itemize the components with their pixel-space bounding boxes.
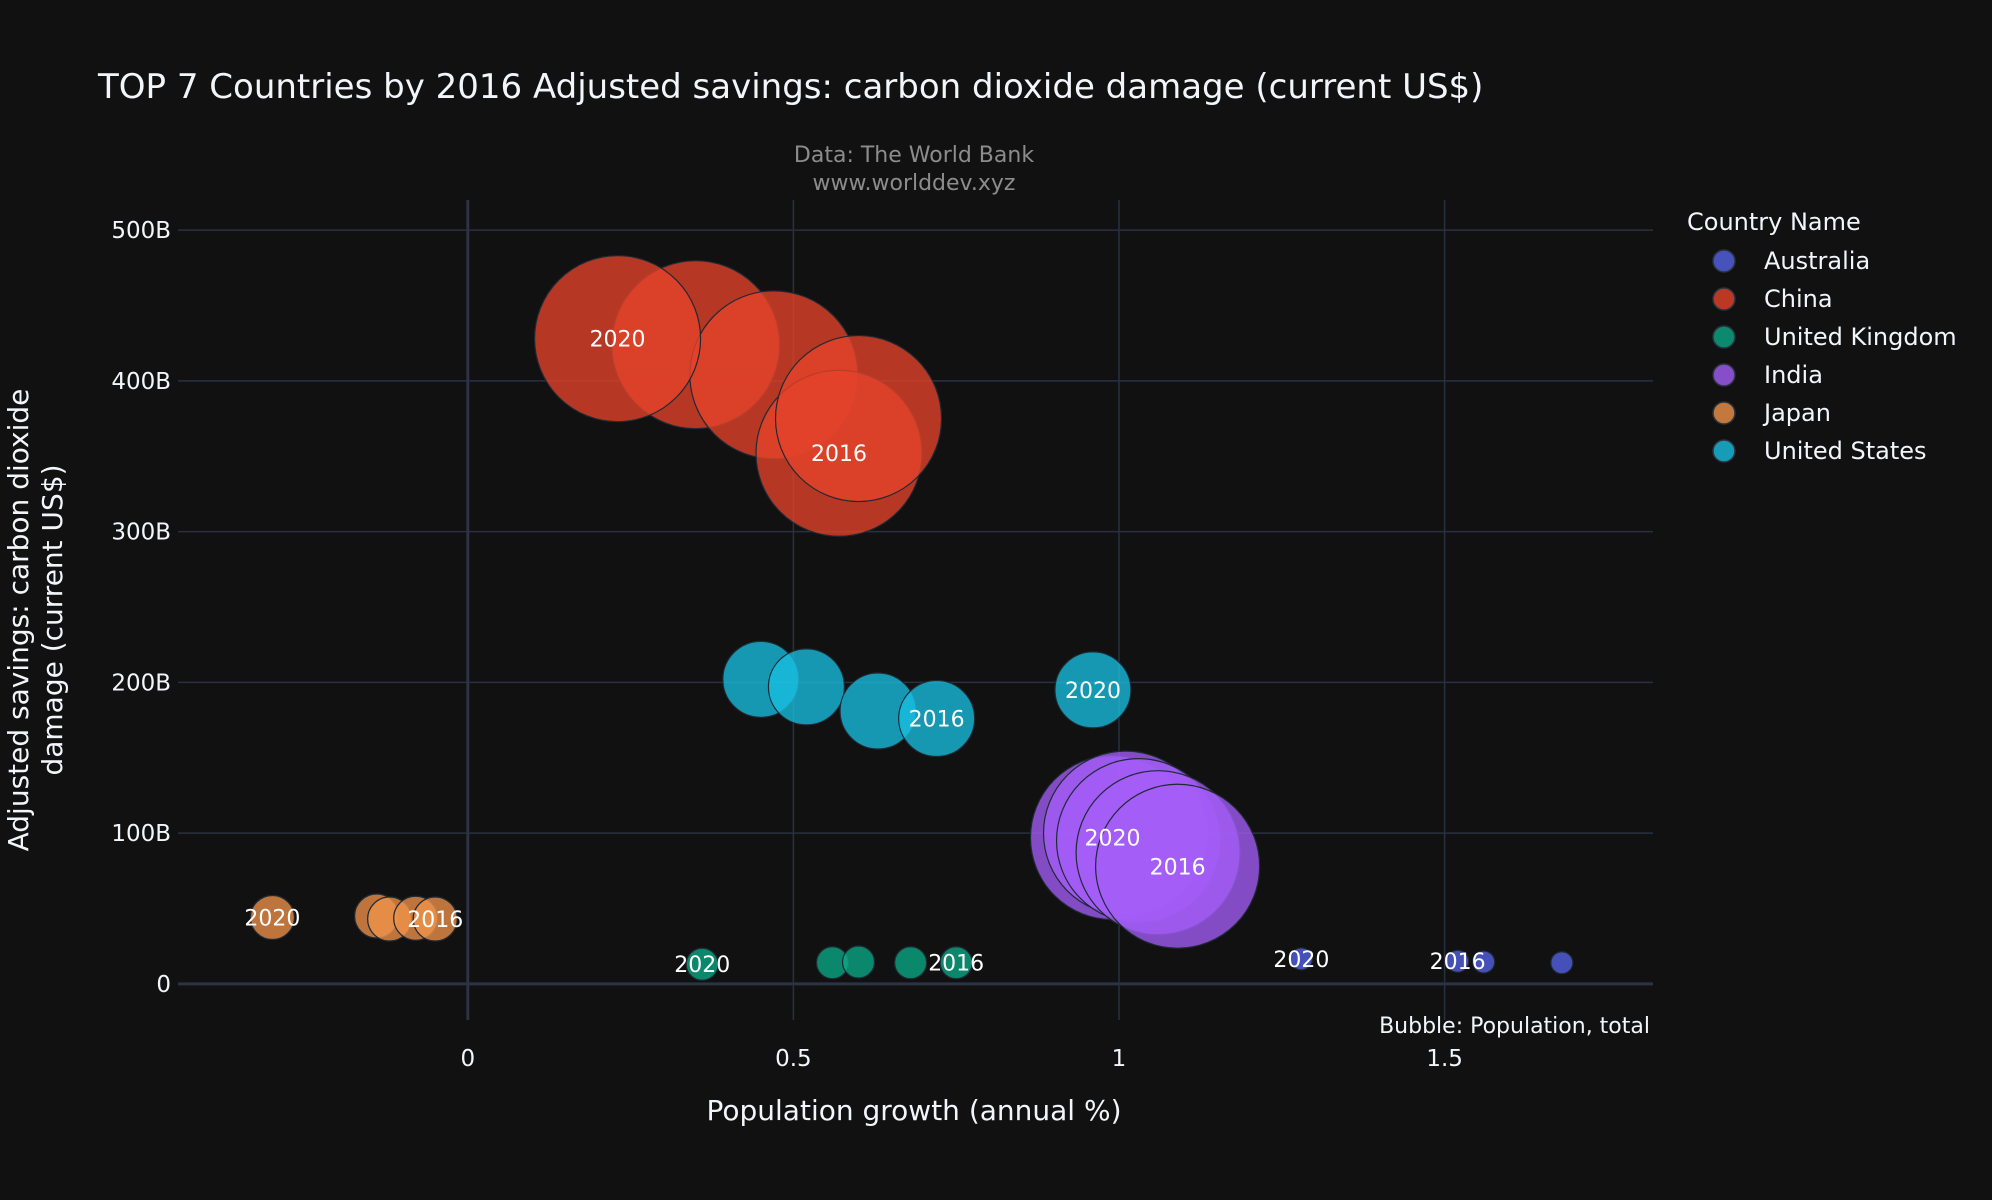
year-label-china: 2020 [590,328,646,353]
bubble-india [1095,783,1261,949]
y-tick-label: 300B [111,520,171,546]
bubble-australia [1446,949,1470,973]
x-tick-label: 1.5 [1426,1046,1463,1072]
legend-item-japan[interactable]: Japan [1762,399,1831,427]
chart-subtitle-line-1: Data: The World Bank [794,143,1034,168]
bubbles [249,255,1574,981]
legend-marker-united-kingdom[interactable] [1712,325,1736,349]
bubble-australia [1472,950,1496,974]
x-tick-label: 0.5 [775,1046,812,1072]
year-label-united-kingdom: 2020 [674,953,730,978]
legend-item-united-states[interactable]: United States [1764,437,1927,465]
x-axis-label: Population growth (annual %) [706,1094,1121,1127]
y-tick-label: 400B [111,369,171,395]
bubble-united-kingdom [841,945,876,979]
y-tick-label: 500B [111,218,171,244]
y-axis-ticks: 0 100B 200B 300B 400B 500B [111,218,171,998]
year-label-united-states: 2020 [1065,679,1121,704]
bubble-china [533,255,702,423]
legend-item-united-kingdom[interactable]: United Kingdom [1764,323,1957,351]
legend-marker-united-states[interactable] [1712,439,1736,463]
legend: Australia China United Kingdom India Japan Un… [1712,247,1957,465]
bubble-united-kingdom [939,946,973,980]
year-label-india: 2020 [1084,827,1140,852]
y-tick-label: 100B [111,821,171,847]
bubble-united-kingdom [685,947,719,981]
bubble-australia [1289,947,1313,971]
x-axis-ticks: 0 0.5 1 1.5 [460,1046,1462,1072]
legend-marker-india[interactable] [1712,363,1736,387]
bubble-united-states [767,648,846,726]
y-tick-label: 0 [156,972,171,998]
year-label-united-states: 2016 [909,708,965,733]
bubble-united-kingdom [894,946,928,980]
year-label-australia: 2020 [1273,948,1329,973]
legend-item-india[interactable]: India [1764,361,1823,389]
chart-subtitle-line-2: www.worlddev.xyz [813,171,1016,196]
bubble-japan [412,896,458,942]
x-tick-label: 1 [1112,1046,1127,1072]
year-labels: 2016 2020 2020 2016 2020 2016 2020 2016 2020 2016… [244,328,1485,979]
bubble-united-states [898,679,976,758]
year-label-china: 2016 [811,442,867,467]
bubble-united-states [1054,651,1132,729]
bubble-size-note: Bubble: Population, total [1379,1014,1650,1039]
bubble-japan [249,894,296,941]
legend-marker-australia[interactable] [1712,249,1736,273]
legend-title: Country Name [1687,208,1861,236]
y-tick-label: 200B [111,670,171,696]
year-label-india: 2016 [1150,855,1206,880]
x-tick-label: 0 [460,1046,475,1072]
y-axis-label-line-1: Adjusted savings: carbon dioxide [2,389,35,852]
bubble-china [774,334,943,503]
year-label-japan: 2020 [244,907,300,932]
bubble-australia [1550,951,1574,975]
year-label-japan: 2016 [407,908,463,933]
legend-marker-japan[interactable] [1712,401,1736,425]
year-label-australia: 2016 [1430,950,1486,975]
legend-item-australia[interactable]: Australia [1764,247,1870,275]
y-axis-label-line-2: damage (current US$) [36,464,69,775]
chart-title: TOP 7 Countries by 2016 Adjusted savings… [97,67,1483,107]
legend-item-china[interactable]: China [1764,285,1833,313]
year-label-united-kingdom: 2016 [928,952,984,977]
legend-marker-china[interactable] [1712,287,1736,311]
